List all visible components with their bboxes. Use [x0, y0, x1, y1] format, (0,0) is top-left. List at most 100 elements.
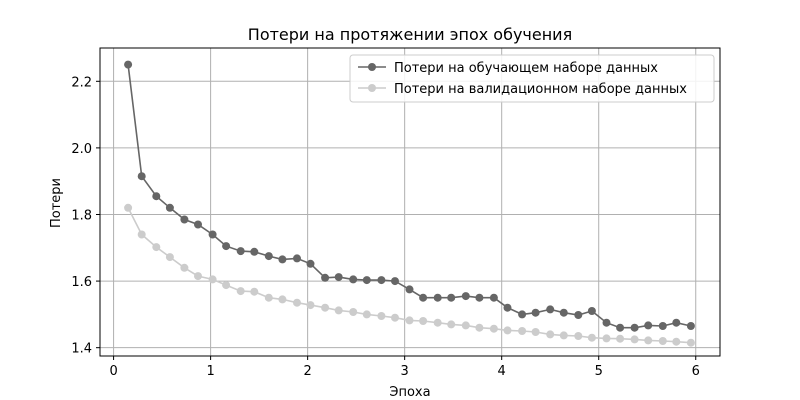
data-point: [349, 308, 358, 316]
data-point: [124, 60, 133, 69]
data-point: [264, 293, 273, 302]
data-point: [559, 308, 568, 317]
axis-ticks: 0 1 2 3 4 5 6 1.4 1.6 1.8 2.0 2.2: [71, 75, 700, 379]
data-point: [222, 281, 231, 290]
y-tick-label: 1.6: [71, 275, 92, 290]
data-point: [658, 337, 667, 345]
data-point: [306, 259, 315, 268]
data-point: [531, 328, 540, 336]
data-point: [686, 322, 695, 330]
data-point: [349, 275, 358, 284]
data-point: [602, 334, 611, 343]
data-point: [672, 318, 681, 327]
y-tick-label: 1.8: [71, 208, 92, 223]
data-point: [686, 338, 695, 347]
data-point: [137, 172, 146, 181]
legend-box: [349, 54, 715, 103]
x-tick-label: 3: [401, 364, 409, 379]
x-tick-label: 6: [692, 364, 700, 379]
y-tick-label: 1.4: [71, 342, 92, 357]
data-point: [531, 308, 540, 317]
chart-title: Потери на протяжении эпох обучения: [248, 25, 572, 44]
data-point: [321, 273, 330, 282]
data-point: [616, 323, 625, 332]
data-point: [644, 321, 653, 330]
data-point: [250, 247, 259, 256]
data-point: [137, 230, 146, 239]
data-point: [602, 318, 611, 327]
data-point: [546, 305, 555, 314]
y-tick-label: 2.0: [71, 142, 92, 157]
data-point: [489, 324, 498, 333]
data-point: [278, 295, 287, 304]
x-tick-label: 2: [303, 364, 311, 379]
data-point: [208, 230, 217, 239]
legend-marker: [368, 63, 376, 71]
data-point: [672, 337, 681, 346]
data-point: [587, 307, 596, 315]
x-tick-label: 4: [498, 364, 506, 379]
data-point: [250, 287, 259, 296]
legend: Потери на обучающем наборе данных Потери …: [349, 54, 715, 103]
data-point: [433, 318, 442, 327]
data-point: [362, 310, 371, 319]
data-point: [391, 313, 399, 322]
series-validation: [124, 203, 695, 347]
y-axis-title: Потери: [49, 178, 64, 228]
data-point: [152, 192, 161, 201]
plot-frame: [99, 47, 721, 357]
data-point: [616, 334, 625, 343]
data-point: [306, 301, 315, 310]
data-point: [433, 293, 442, 302]
data-point: [630, 335, 639, 344]
legend-marker: [368, 84, 376, 92]
data-point: [489, 293, 498, 302]
data-point: [334, 273, 343, 282]
data-point: [321, 303, 330, 312]
data-point: [447, 293, 456, 302]
data-point: [222, 242, 231, 251]
legend-item: Потери на обучающем наборе данных: [358, 61, 658, 76]
series-layer: [124, 60, 695, 347]
data-point: [630, 323, 639, 332]
data-point: [165, 253, 174, 262]
data-point: [574, 311, 583, 319]
series-train: [124, 60, 695, 332]
data-point: [559, 331, 568, 340]
data-point: [419, 293, 428, 302]
data-point: [377, 312, 386, 320]
data-point: [405, 285, 414, 294]
legend-item: Потери на валидационном наборе данных: [358, 82, 687, 97]
data-point: [447, 320, 456, 329]
data-point: [546, 330, 555, 339]
x-axis-title: Эпоха: [389, 385, 430, 400]
legend-label: Потери на обучающем наборе данных: [394, 61, 658, 76]
data-point: [278, 255, 287, 264]
data-point: [503, 326, 512, 335]
x-tick-label: 5: [595, 364, 603, 379]
data-point: [658, 322, 667, 330]
data-point: [124, 203, 133, 212]
legend-label: Потери на валидационном наборе данных: [394, 82, 687, 97]
data-point: [377, 276, 386, 285]
data-point: [644, 336, 653, 345]
data-point: [194, 220, 202, 229]
x-tick-label: 1: [206, 364, 214, 379]
data-point: [574, 332, 583, 340]
data-point: [152, 243, 161, 252]
data-point: [461, 321, 470, 330]
data-point: [587, 333, 596, 342]
data-point: [236, 247, 245, 256]
data-point: [236, 287, 245, 296]
data-point: [165, 203, 174, 212]
data-point: [293, 298, 301, 307]
data-point: [503, 303, 512, 312]
data-point: [461, 292, 470, 301]
data-point: [362, 276, 371, 285]
x-tick-label: 0: [109, 364, 117, 379]
data-point: [194, 272, 202, 281]
data-point: [334, 306, 343, 315]
y-tick-label: 2.2: [71, 75, 92, 90]
data-point: [208, 275, 217, 284]
